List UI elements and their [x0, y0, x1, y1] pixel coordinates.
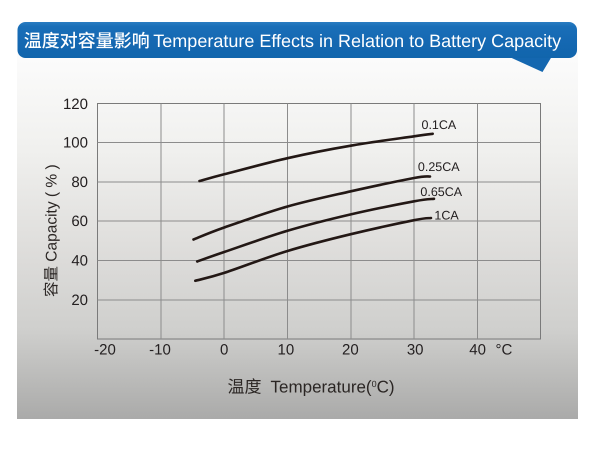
svg-text:60: 60	[71, 213, 88, 230]
svg-text:30: 30	[407, 342, 424, 359]
svg-text:0.25CA: 0.25CA	[418, 160, 460, 174]
svg-text:100: 100	[63, 135, 88, 152]
svg-text:-10: -10	[149, 342, 171, 359]
svg-text:20: 20	[71, 292, 88, 309]
svg-text:80: 80	[71, 174, 88, 191]
svg-text:10: 10	[278, 342, 295, 359]
svg-text:0: 0	[220, 342, 228, 359]
svg-text:20: 20	[342, 342, 359, 359]
svg-text:-20: -20	[94, 342, 116, 359]
svg-text:0.65CA: 0.65CA	[420, 185, 462, 199]
svg-text:1CA: 1CA	[434, 209, 459, 223]
svg-text:40: 40	[71, 253, 88, 270]
svg-text:120: 120	[63, 96, 88, 113]
svg-text:40: 40	[469, 342, 486, 359]
svg-text:°C: °C	[496, 342, 513, 359]
svg-text:Temperature(0C): Temperature(0C)	[271, 378, 395, 397]
svg-text:0.1CA: 0.1CA	[422, 118, 457, 132]
svg-text:Capacity ( % ): Capacity ( % )	[44, 164, 61, 261]
svg-text:Temperature Effects in Relatio: Temperature Effects in Relation to Batte…	[153, 31, 561, 51]
